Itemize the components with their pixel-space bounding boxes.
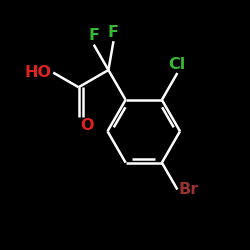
Text: Br: Br	[178, 182, 199, 197]
Text: O: O	[80, 118, 93, 133]
Text: Cl: Cl	[169, 57, 186, 72]
Text: HO: HO	[25, 65, 52, 80]
Text: F: F	[88, 28, 99, 44]
Text: F: F	[108, 25, 119, 40]
